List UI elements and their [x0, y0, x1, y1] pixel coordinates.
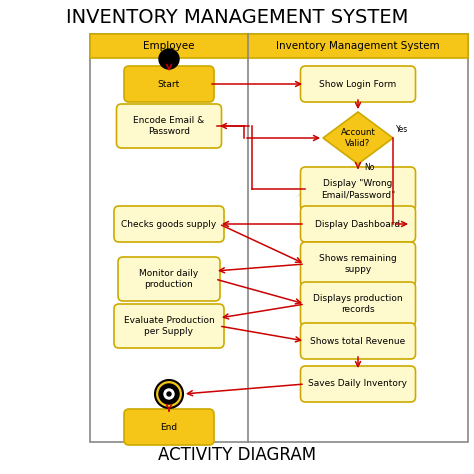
- Text: Shows remaining
suppy: Shows remaining suppy: [319, 254, 397, 274]
- Text: End: End: [160, 422, 178, 431]
- FancyBboxPatch shape: [114, 304, 224, 348]
- Text: Checks goods supply: Checks goods supply: [121, 219, 217, 228]
- Circle shape: [159, 384, 179, 404]
- FancyBboxPatch shape: [117, 104, 221, 148]
- Text: e-codingcore
FREE CODING TUTORIALS: e-codingcore FREE CODING TUTORIALS: [294, 182, 402, 306]
- Text: Start: Start: [158, 80, 180, 89]
- FancyBboxPatch shape: [124, 409, 214, 445]
- Text: ACTIVITY DIAGRAM: ACTIVITY DIAGRAM: [158, 446, 316, 464]
- Text: Inventory Management System: Inventory Management System: [276, 41, 440, 51]
- Text: No: No: [364, 163, 374, 172]
- FancyBboxPatch shape: [301, 167, 416, 211]
- Text: Employee: Employee: [143, 41, 195, 51]
- Text: Display Dashboard: Display Dashboard: [315, 219, 401, 228]
- Text: Evaluate Production
per Supply: Evaluate Production per Supply: [124, 316, 214, 336]
- Text: Saves Daily Inventory: Saves Daily Inventory: [309, 380, 408, 389]
- FancyBboxPatch shape: [301, 323, 416, 359]
- Text: INVENTORY MANAGEMENT SYSTEM: INVENTORY MANAGEMENT SYSTEM: [66, 8, 408, 27]
- Circle shape: [155, 380, 183, 408]
- FancyBboxPatch shape: [301, 242, 416, 286]
- Circle shape: [159, 49, 179, 69]
- FancyBboxPatch shape: [301, 282, 416, 326]
- Text: Shows total Revenue: Shows total Revenue: [310, 337, 406, 346]
- Text: Show Login Form: Show Login Form: [319, 80, 397, 89]
- FancyBboxPatch shape: [118, 257, 220, 301]
- Text: Account
Valid?: Account Valid?: [340, 128, 375, 148]
- Circle shape: [164, 389, 174, 399]
- Text: Monitor daily
production: Monitor daily production: [139, 269, 199, 289]
- Polygon shape: [323, 112, 393, 164]
- Text: Encode Email &
Password: Encode Email & Password: [133, 116, 205, 136]
- Text: Yes: Yes: [396, 125, 408, 134]
- FancyBboxPatch shape: [124, 66, 214, 102]
- FancyBboxPatch shape: [301, 66, 416, 102]
- Text: Displays production
records: Displays production records: [313, 294, 403, 314]
- FancyBboxPatch shape: [301, 206, 416, 242]
- FancyBboxPatch shape: [114, 206, 224, 242]
- FancyBboxPatch shape: [301, 366, 416, 402]
- Text: Display "Wrong
Email/Password": Display "Wrong Email/Password": [321, 179, 395, 199]
- FancyBboxPatch shape: [90, 34, 468, 58]
- Circle shape: [167, 392, 171, 396]
